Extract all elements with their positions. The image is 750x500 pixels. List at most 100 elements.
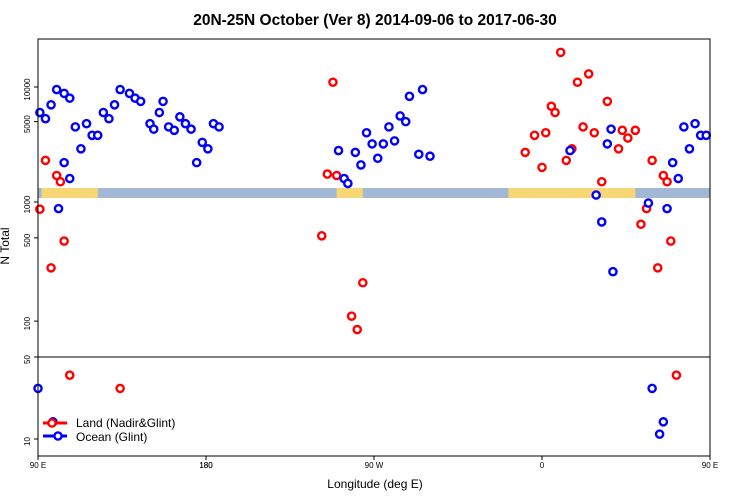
ocean-point (59, 88, 69, 99)
ocean-point (367, 139, 377, 149)
ocean-point (104, 113, 114, 124)
land-point (652, 263, 663, 273)
land-point (529, 130, 540, 141)
land-point (630, 125, 641, 136)
x-tick-label: 90 E (702, 461, 718, 470)
ocean-point (109, 100, 120, 110)
map-ocean-band (38, 188, 710, 198)
ocean-point (40, 113, 51, 124)
ocean-point (64, 93, 75, 103)
x-tick-label: 90 E (30, 461, 46, 470)
x-tick-label: 90 W (365, 461, 384, 470)
ocean-point (602, 139, 613, 149)
land-point (331, 170, 342, 181)
ocean-point (565, 145, 575, 156)
ocean-point (400, 116, 411, 127)
y-tick-label: 10000 (23, 78, 32, 101)
land-point (561, 155, 572, 166)
chart-title: 20N-25N October (Ver 8) 2014-09-06 to 20… (193, 12, 557, 29)
map-land-patch (336, 188, 363, 198)
ocean-point (378, 139, 389, 149)
ocean-point (643, 198, 654, 208)
land-point (550, 107, 560, 118)
land-point (520, 147, 531, 158)
ocean-point (81, 118, 92, 129)
ocean-point (413, 149, 424, 160)
ocean-point (64, 173, 75, 184)
ocean-point (404, 91, 415, 102)
land-point (328, 77, 338, 88)
ocean-point (148, 124, 159, 134)
ocean-point (591, 190, 601, 200)
y-tick-label: 1000 (23, 195, 32, 213)
ocean-point (175, 112, 185, 122)
ocean-point (417, 84, 428, 95)
ocean-point (384, 122, 394, 132)
ocean-point (169, 125, 180, 136)
land-point (322, 169, 333, 179)
x-tick-label: 180 (199, 461, 213, 470)
y-tick-label: 50 (23, 355, 32, 364)
ocean-point (124, 88, 135, 99)
land-point (55, 176, 66, 187)
land-point (647, 155, 657, 166)
land-point (316, 231, 327, 241)
land-point (572, 77, 583, 88)
land-point (346, 311, 357, 322)
land-point (617, 125, 628, 136)
ocean-point (395, 111, 405, 121)
ocean-point (606, 124, 616, 134)
map-land-patch (41, 188, 98, 198)
y-tick-label: 5000 (23, 115, 32, 133)
ocean-point (51, 84, 62, 95)
land-point (596, 176, 607, 187)
ocean-point (690, 118, 700, 129)
land-point (602, 96, 613, 107)
land-point (636, 219, 646, 230)
ocean-point (350, 147, 361, 158)
ocean-point (679, 122, 689, 132)
land-point (666, 236, 676, 246)
ocean-point (158, 96, 168, 107)
land-point (589, 127, 600, 138)
map-land-patch (508, 188, 636, 198)
ocean-point (333, 145, 344, 156)
ocean-point (191, 157, 202, 168)
ocean-point (361, 127, 372, 138)
ocean-point (46, 100, 56, 110)
land-point (35, 204, 45, 215)
ocean-point (154, 107, 165, 118)
ocean-point (654, 429, 665, 439)
land-point (46, 263, 56, 273)
land-point (40, 155, 51, 166)
ocean-point (389, 136, 400, 146)
land-point (352, 324, 363, 335)
land-point (537, 162, 547, 173)
legend-label-ocean: Ocean (Glint) (76, 430, 147, 444)
x-tick-label: 180 (199, 461, 213, 470)
ocean-point (59, 157, 69, 168)
ocean-point (53, 203, 64, 214)
ocean-point (608, 266, 618, 277)
ocean-point (596, 217, 607, 227)
ocean-point (662, 203, 672, 214)
x-tick-label: 0 (540, 461, 545, 470)
ocean-point (115, 84, 125, 95)
ocean-point (70, 122, 81, 132)
land-point (115, 383, 125, 394)
legend-entry-land: Land (Nadir&Glint) (43, 416, 175, 430)
land-point (64, 370, 75, 380)
y-tick-label: 100 (23, 316, 32, 330)
ocean-point (214, 122, 224, 132)
ocean-point (197, 137, 208, 148)
land-point (662, 176, 672, 187)
ocean-point (425, 151, 435, 162)
land-point (578, 122, 588, 132)
legend-label-land: Land (Nadir&Glint) (76, 416, 175, 430)
ocean-point (180, 118, 191, 129)
ocean-point (667, 157, 678, 168)
legend-entry-ocean: Ocean (Glint) (43, 430, 147, 444)
ocean-point (647, 383, 657, 394)
ocean-point (76, 144, 86, 154)
